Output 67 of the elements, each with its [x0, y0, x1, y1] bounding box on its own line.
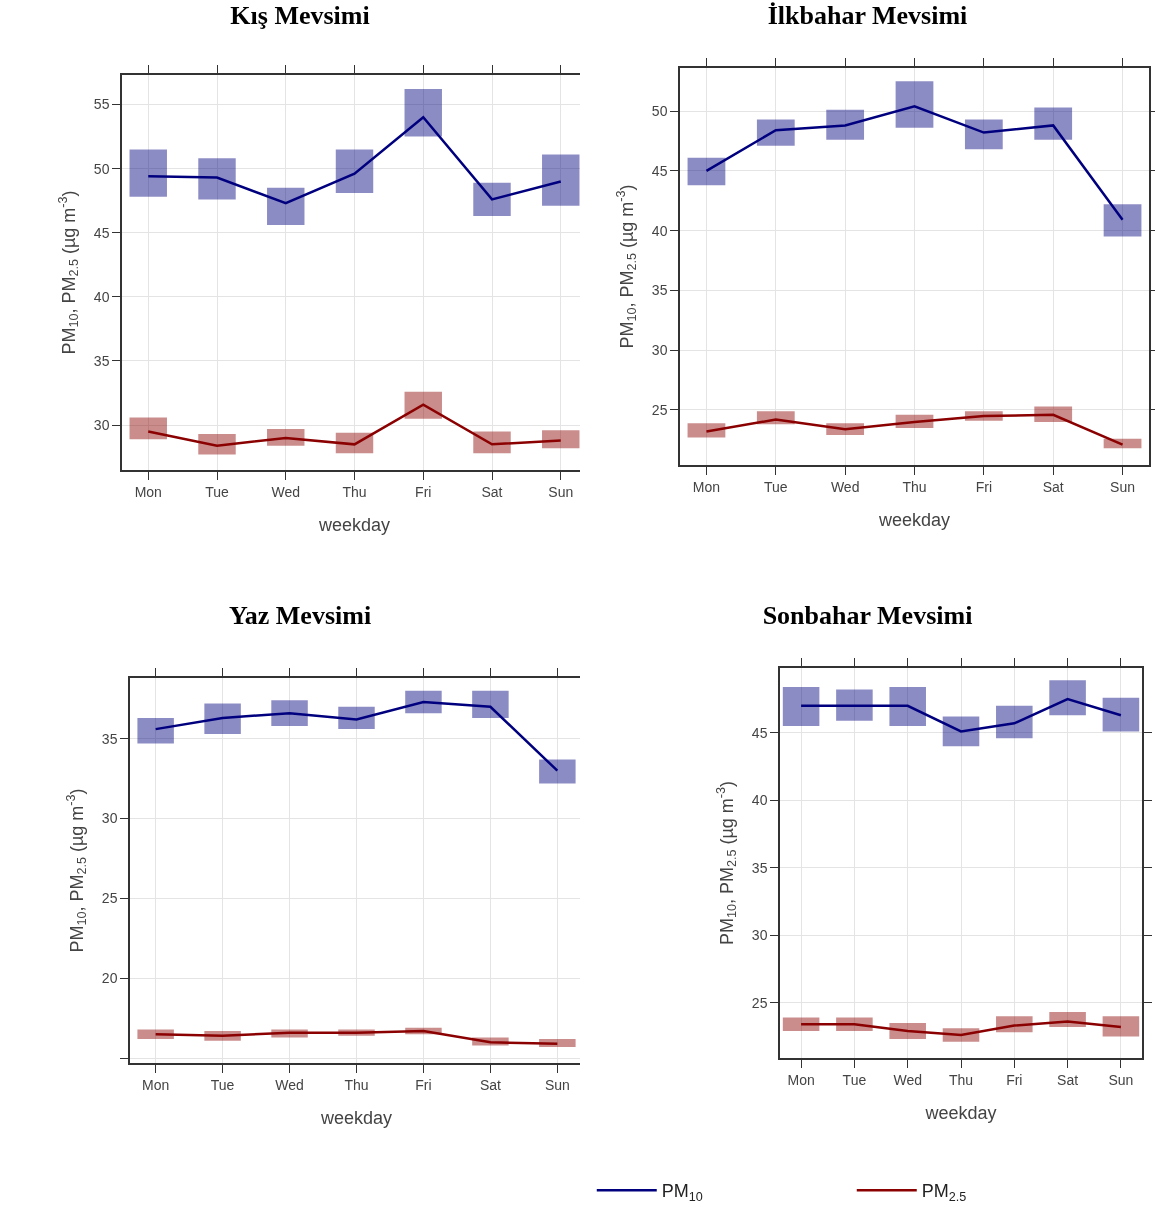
line-series: [147, 403, 562, 447]
x-tick-label: Thu: [344, 1076, 369, 1093]
y-tick-label: 45: [651, 162, 668, 179]
line-series: [705, 413, 1124, 446]
line-series: [799, 697, 1123, 733]
y-tick-label: 25: [651, 401, 668, 418]
y-tick-label: 50: [651, 102, 668, 119]
chart-title: Kış Mevsimi: [230, 1, 370, 31]
x-tick-label: Wed: [275, 1076, 304, 1093]
y-tick-label: 35: [101, 730, 118, 747]
y-tick-label: 50: [93, 160, 110, 177]
x-tick-label: Fri: [975, 478, 993, 495]
x-axis-title: weekday: [317, 515, 391, 536]
x-tick-label: Sat: [479, 1076, 502, 1093]
x-tick-label: Sat: [481, 483, 503, 500]
line-series: [154, 1029, 559, 1046]
x-axis-title: weekday: [924, 1103, 997, 1124]
x-tick-label: Sun: [1108, 1071, 1134, 1088]
x-tick-label: Fri: [415, 483, 432, 500]
x-tick-label: Fri: [1006, 1071, 1023, 1088]
legend-label: PM$_{10}$: [661, 1181, 703, 1205]
y-tick-label: 40: [651, 222, 668, 239]
x-tick-label: Sat: [1042, 478, 1064, 495]
y-tick-label: 30: [751, 927, 768, 944]
chart-title: Sonbahar Mevsimi: [762, 601, 973, 631]
x-tick-label: Wed: [830, 478, 860, 495]
y-tick-label: 40: [93, 288, 110, 305]
y-tick-label: 35: [93, 352, 110, 369]
y-tick-label: 55: [93, 96, 110, 113]
y-tick-label: 25: [101, 890, 118, 907]
chart-title: İlkbahar Mevsimi: [767, 1, 968, 31]
y-tick-label: 45: [751, 724, 768, 741]
y-tick-label: 30: [93, 417, 110, 434]
y-tick-label: 45: [93, 224, 110, 241]
x-tick-label: Mon: [134, 483, 162, 500]
line-series: [799, 1020, 1123, 1037]
legend-label: PM$_{2.5}$: [921, 1181, 967, 1205]
chart-title: Yaz Mevsimi: [228, 601, 372, 631]
x-tick-label: Tue: [842, 1071, 867, 1088]
y-tick-label: 35: [651, 282, 668, 299]
x-tick-label: Fri: [415, 1076, 432, 1093]
line-series: [154, 700, 559, 772]
x-tick-label: Tue: [210, 1076, 235, 1093]
x-tick-label: Sun: [1110, 478, 1136, 495]
x-tick-label: Mon: [787, 1071, 815, 1088]
line-series: [705, 105, 1124, 222]
x-tick-label: Sun: [544, 1076, 570, 1093]
y-tick-label: 30: [101, 810, 118, 827]
y-tick-label: 30: [651, 342, 668, 359]
x-tick-label: Tue: [764, 478, 788, 495]
x-tick-label: Sat: [1057, 1071, 1079, 1088]
y-tick-label: 35: [751, 859, 768, 876]
x-axis-title: weekday: [877, 510, 951, 531]
x-axis-title: weekday: [319, 1108, 393, 1129]
x-tick-label: Thu: [948, 1071, 974, 1088]
x-tick-label: Wed: [271, 483, 301, 500]
x-tick-label: Wed: [893, 1071, 922, 1088]
x-tick-label: Thu: [902, 478, 927, 495]
x-tick-label: Sun: [548, 483, 574, 500]
x-tick-label: Thu: [342, 483, 367, 500]
y-tick-label: 20: [101, 970, 118, 987]
x-tick-label: Mon: [692, 478, 721, 495]
y-tick-label: 25: [751, 994, 768, 1011]
x-tick-label: Tue: [205, 483, 230, 500]
x-tick-label: Mon: [142, 1076, 170, 1093]
line-series: [147, 116, 562, 205]
y-tick-label: 40: [751, 792, 768, 809]
